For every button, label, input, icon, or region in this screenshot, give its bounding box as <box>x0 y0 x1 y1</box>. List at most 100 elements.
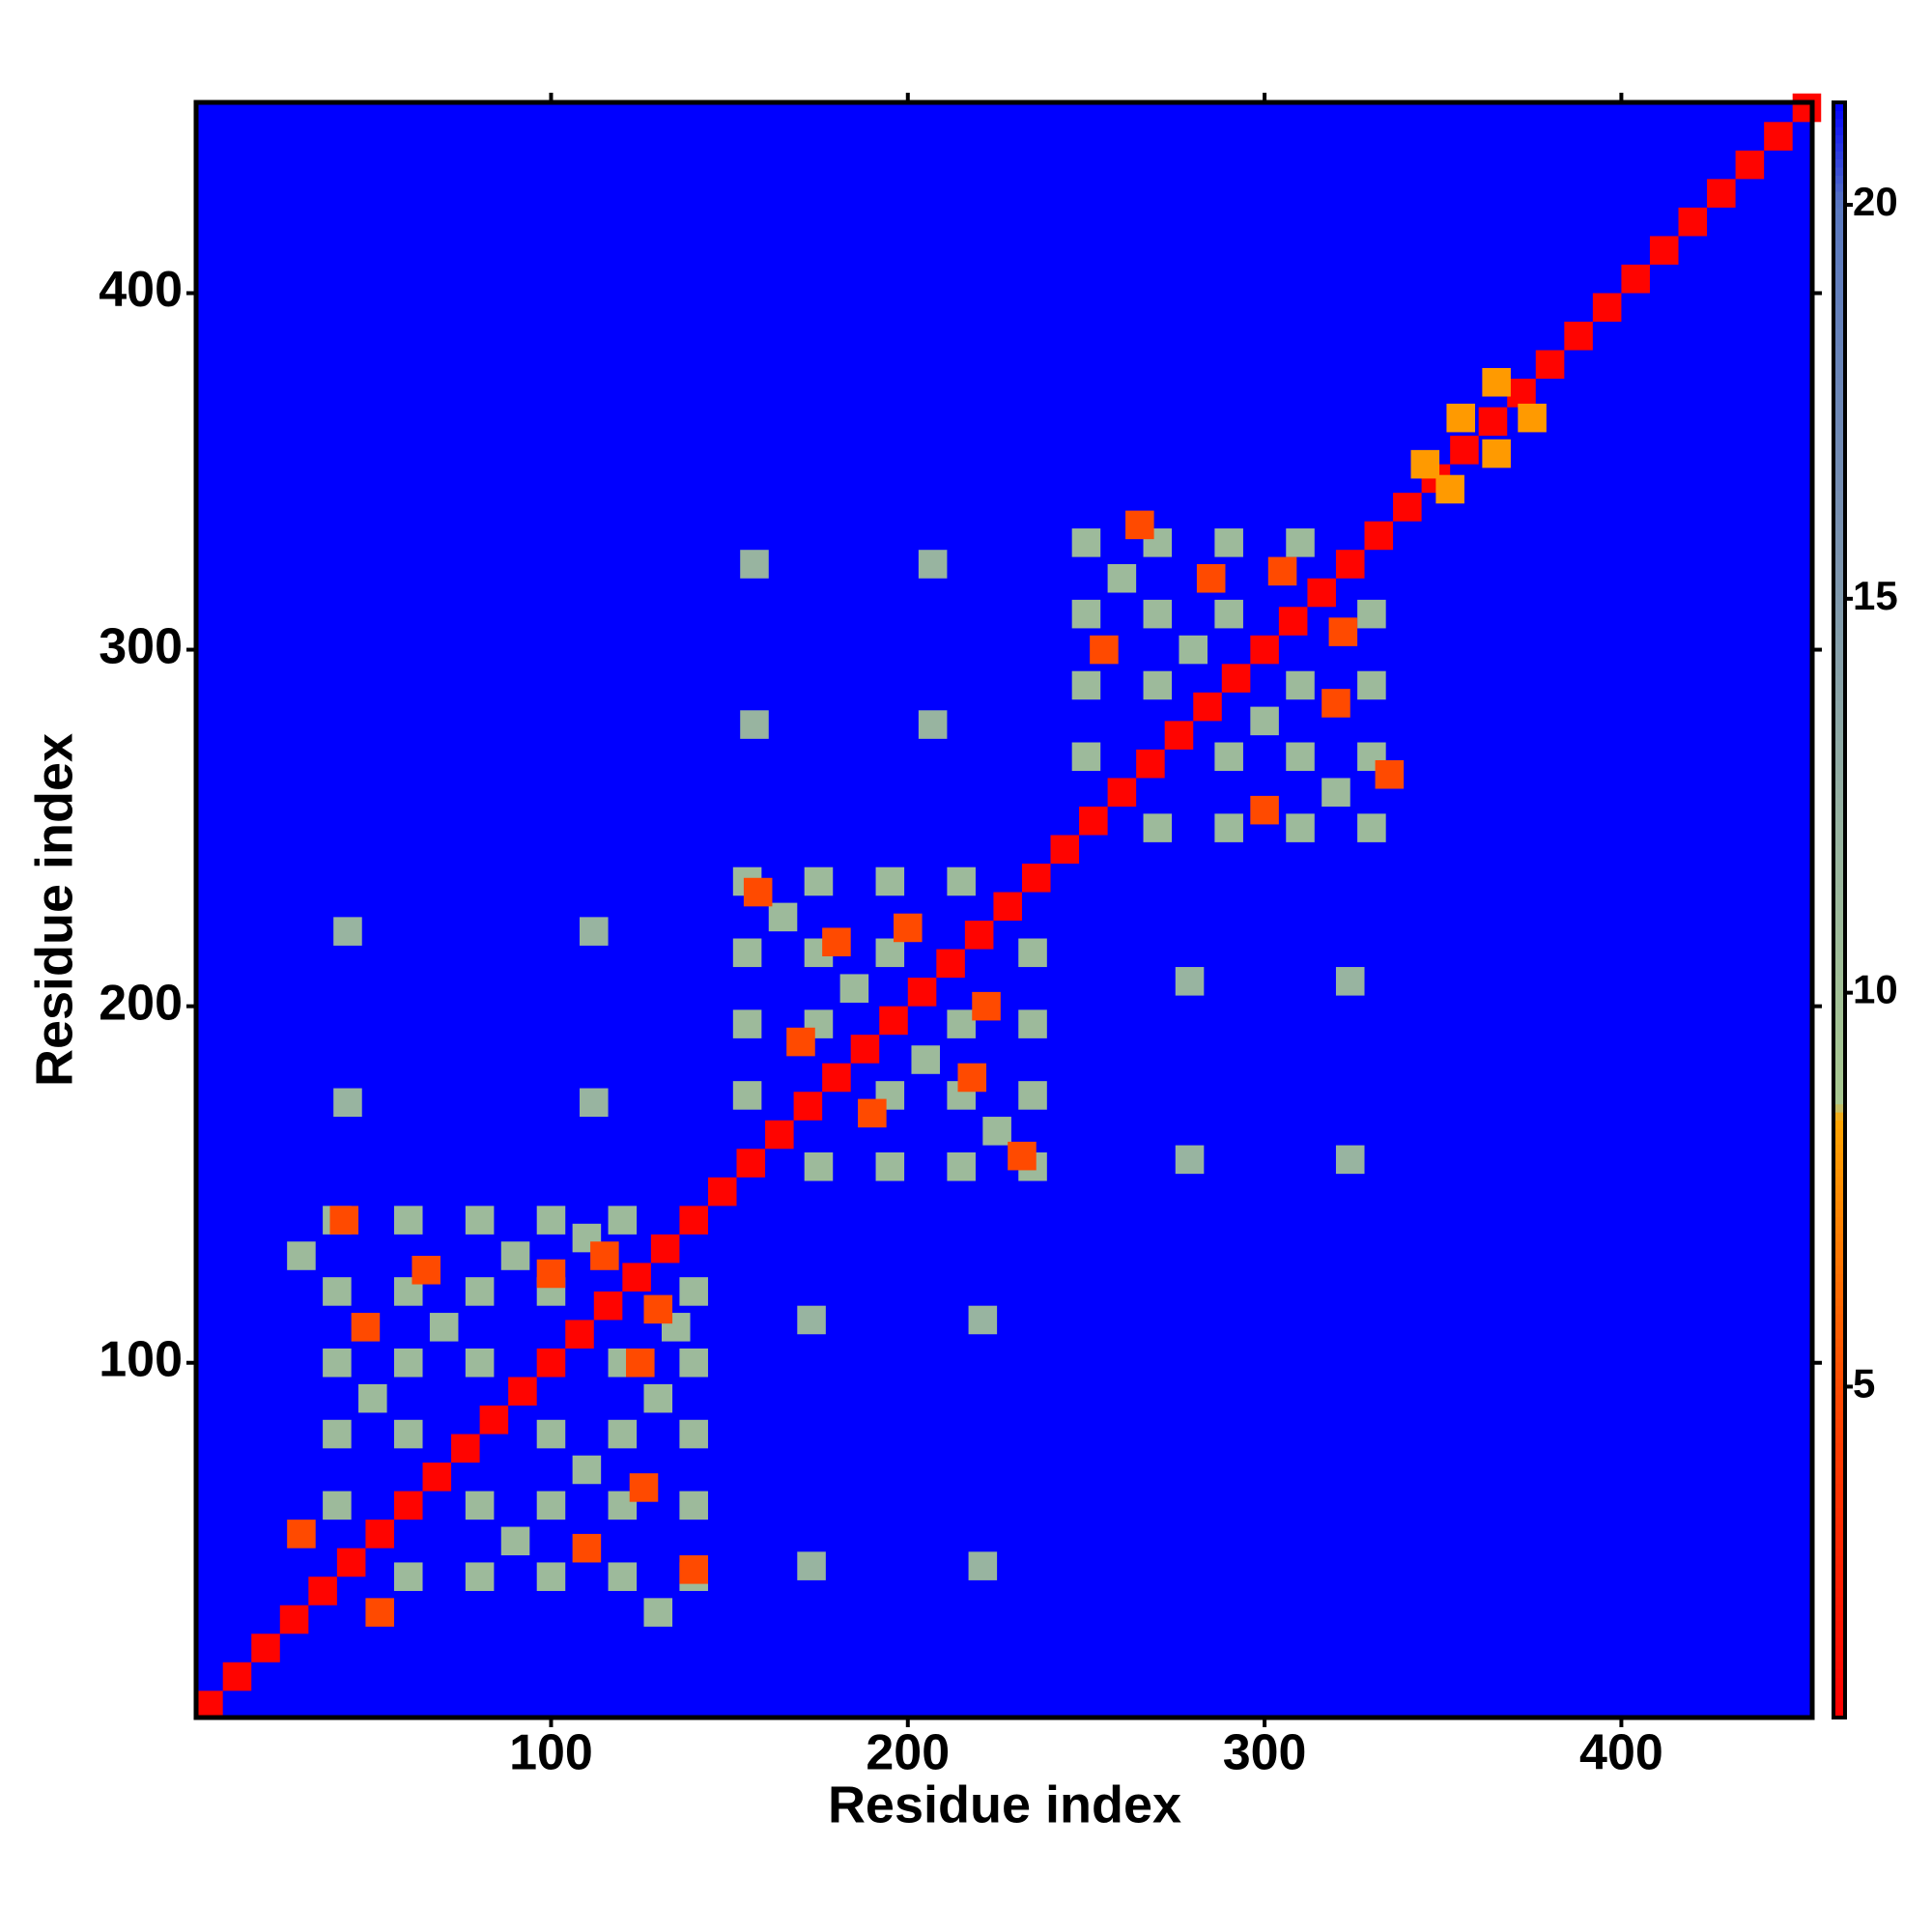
heatmap-cell <box>1008 1141 1037 1171</box>
colorbar-segment <box>1833 1435 1845 1444</box>
colorbar-segment <box>1833 134 1845 144</box>
colorbar-segment <box>1833 1523 1845 1533</box>
heatmap-cell <box>580 917 609 946</box>
colorbar-segment <box>1833 1151 1845 1161</box>
heatmap-cell <box>740 550 769 579</box>
colorbar-segment <box>1833 974 1845 983</box>
heatmap-cell <box>626 1348 655 1378</box>
heatmap-cell <box>879 1006 908 1036</box>
heatmap-cell <box>1250 635 1279 665</box>
heatmap-cell <box>508 1377 537 1406</box>
heatmap-cell <box>580 1088 609 1118</box>
colorbar-segment <box>1833 950 1845 959</box>
colorbar-segment <box>1833 1353 1845 1363</box>
colorbar-segment <box>1833 894 1845 903</box>
heatmap-cell <box>1564 321 1593 351</box>
heatmap-cell <box>622 1263 651 1292</box>
heatmap-cell <box>643 1598 673 1627</box>
colorbar-segment <box>1833 1063 1845 1072</box>
heatmap-cell <box>1446 403 1475 433</box>
colorbar-segment <box>1833 158 1845 168</box>
heatmap-cell <box>1328 617 1358 646</box>
colorbar-segment <box>1833 166 1845 176</box>
heatmap-cell <box>875 867 905 896</box>
colorbar-segment <box>1833 966 1845 976</box>
colorbar-segment <box>1833 788 1845 798</box>
colorbar-segment <box>1833 1410 1845 1420</box>
heatmap-cell <box>465 1277 495 1306</box>
colorbar-segment <box>1833 845 1845 855</box>
heatmap-cell <box>1071 670 1101 700</box>
heatmap-cell <box>1792 93 1822 123</box>
colorbar-segment <box>1833 1475 1845 1485</box>
colorbar-segment <box>1833 740 1845 750</box>
heatmap-cell <box>1335 967 1365 996</box>
heatmap-cell <box>1143 670 1173 700</box>
heatmap-cell <box>479 1406 509 1435</box>
heatmap-cell <box>1307 578 1336 608</box>
heatmap-cell <box>947 1009 976 1038</box>
colorbar-segment <box>1833 497 1845 507</box>
heatmap-cell <box>393 1348 423 1378</box>
colorbar-segment <box>1833 1531 1845 1541</box>
colorbar-segment <box>1833 764 1845 774</box>
colorbar-segment <box>1833 546 1845 555</box>
heatmap-cell <box>1507 379 1536 408</box>
colorbar-tick-label: 15 <box>1853 573 1898 618</box>
colorbar-segment <box>1833 748 1845 757</box>
heatmap-cell <box>358 1383 387 1413</box>
colorbar-segment <box>1833 1370 1845 1379</box>
colorbar-segment <box>1833 1418 1845 1428</box>
colorbar-segment <box>1833 619 1845 628</box>
colorbar-segment <box>1833 377 1845 386</box>
heatmap-cell <box>590 1241 619 1270</box>
colorbar-segment <box>1833 449 1845 459</box>
colorbar-segment <box>1833 1087 1845 1096</box>
heatmap-cell <box>858 1098 887 1128</box>
colorbar-segment <box>1833 490 1845 499</box>
heatmap-cell <box>1214 599 1243 629</box>
colorbar-segment <box>1833 175 1845 185</box>
colorbar-segment <box>1833 1136 1845 1146</box>
colorbar-segment <box>1833 1023 1845 1032</box>
colorbar-segment <box>1833 384 1845 394</box>
colorbar-segment <box>1833 425 1845 435</box>
heatmap-cell <box>393 1491 423 1520</box>
heatmap-cell <box>1592 293 1622 323</box>
heatmap-cell <box>323 1348 352 1378</box>
colorbar-segment <box>1833 247 1845 257</box>
heatmap-cell <box>911 1045 941 1074</box>
colorbar-segment <box>1833 1588 1845 1598</box>
colorbar-segment <box>1833 829 1845 838</box>
heatmap-cell <box>593 1291 623 1321</box>
heatmap-cell <box>1375 759 1405 789</box>
heatmap-cell <box>743 877 773 907</box>
colorbar-segment <box>1833 1466 1845 1476</box>
colorbar-segment <box>1833 1144 1845 1153</box>
colorbar-segment <box>1833 699 1845 709</box>
colorbar-segment <box>1833 118 1845 128</box>
colorbar-segment <box>1833 1103 1845 1113</box>
colorbar-segment <box>1833 1208 1845 1218</box>
heatmap-cell <box>1321 778 1350 807</box>
x-tick-label: 300 <box>1223 1725 1307 1781</box>
colorbar-segment <box>1833 296 1845 305</box>
heatmap-cell <box>1143 599 1173 629</box>
heatmap-cell <box>732 938 762 968</box>
heatmap-cell <box>968 1551 998 1580</box>
y-tick-label: 100 <box>99 1331 183 1387</box>
heatmap-cell <box>1107 778 1137 807</box>
colorbar-segment <box>1833 1636 1845 1646</box>
colorbar-segment <box>1833 142 1845 152</box>
heatmap-cell <box>907 978 937 1007</box>
heatmap-cell <box>465 1206 495 1235</box>
colorbar-segment <box>1833 998 1845 1008</box>
colorbar-segment <box>1833 481 1845 491</box>
colorbar-segment <box>1833 392 1845 402</box>
colorbar-segment <box>1833 1314 1845 1322</box>
colorbar-segment <box>1833 102 1845 111</box>
heatmap-cell <box>850 1035 880 1064</box>
heatmap-cell <box>1649 236 1679 265</box>
heatmap-cell <box>1678 207 1708 237</box>
heatmap-cell <box>608 1419 638 1449</box>
